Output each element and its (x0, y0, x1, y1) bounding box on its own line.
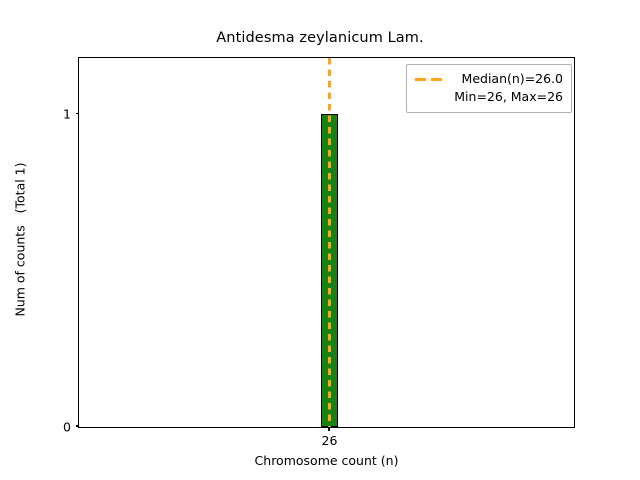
legend-label-median-line2: Min=26, Max=26 (454, 89, 563, 105)
y-axis-label-container: Num of counts (Total 1) (0, 0, 40, 480)
x-tick-label: 26 (321, 433, 338, 448)
median-line (327, 58, 331, 427)
y-axis-label: Num of counts (Total 1) (12, 162, 28, 317)
chart-title: Antidesma zeylanicum Lam. (216, 30, 424, 46)
y-tick-label: 1 (63, 106, 71, 122)
y-tick-label: 0 (63, 419, 71, 434)
legend-label-median-line1: Median(n)=26.0 (461, 71, 563, 86)
legend-entry-median: Median(n)=26.0 Min=26, Max=26 (415, 70, 563, 106)
x-tick-mark (328, 427, 330, 431)
plot-area: 0 1 26 Median(n)=26.0 (63, 57, 575, 448)
legend: Median(n)=26.0 Min=26, Max=26 (406, 64, 572, 114)
x-axis-label: Chromosome count (n) (254, 453, 399, 468)
legend-label-median: Median(n)=26.0 Min=26, Max=26 (454, 70, 563, 106)
y-tick-mark (75, 425, 79, 427)
dashed-line-icon (415, 71, 445, 87)
median-line-dashes (327, 58, 331, 427)
y-tick-mark (75, 112, 79, 114)
